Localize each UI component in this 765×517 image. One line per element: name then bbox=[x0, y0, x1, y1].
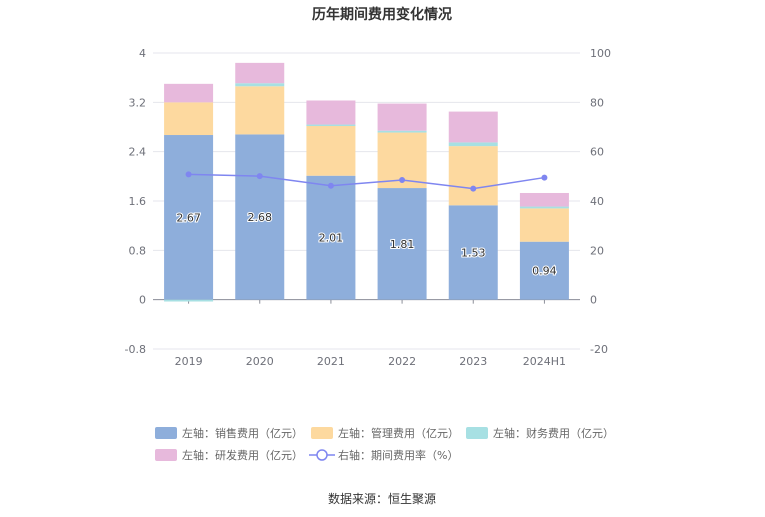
bar-segment bbox=[164, 135, 214, 300]
bar-segment bbox=[306, 124, 356, 127]
rate-line-point bbox=[541, 174, 548, 181]
right-axis-tick-label: -20 bbox=[590, 343, 608, 356]
bar-segment bbox=[377, 103, 427, 131]
bar-segment bbox=[235, 86, 285, 135]
legend-item[interactable]: 右轴：期间费用率（%） bbox=[309, 448, 458, 462]
left-axis-tick-label: 2.4 bbox=[129, 146, 147, 159]
right-axis-tick-label: 0 bbox=[590, 294, 597, 307]
bar-segment bbox=[377, 130, 427, 133]
x-axis-tick-label: 2020 bbox=[246, 355, 274, 368]
bar-segment bbox=[448, 142, 498, 147]
bar-data-label: 2.67 bbox=[176, 211, 201, 224]
bar-segment bbox=[448, 111, 498, 143]
left-axis-tick-label: 4 bbox=[139, 47, 146, 60]
legend-label: 左轴：销售费用（亿元） bbox=[182, 426, 303, 440]
bar-segment bbox=[306, 125, 356, 176]
rate-line-point bbox=[399, 177, 406, 184]
source-note: 数据来源：恒生聚源 bbox=[328, 491, 436, 506]
chart-title: 历年期间费用变化情况 bbox=[312, 6, 452, 23]
legend-label: 左轴：研发费用（亿元） bbox=[182, 448, 303, 462]
bar-segment bbox=[377, 188, 427, 300]
bar-segment bbox=[519, 241, 569, 300]
legend-item[interactable]: 左轴：财务费用（亿元） bbox=[466, 426, 614, 440]
legend-label: 左轴：管理费用（亿元） bbox=[338, 426, 459, 440]
bar-segment bbox=[164, 299, 214, 302]
bar-data-label: 2.68 bbox=[248, 211, 273, 224]
legend-item[interactable]: 左轴：管理费用（亿元） bbox=[311, 426, 459, 440]
legend[interactable]: 左轴：销售费用（亿元） 左轴：管理费用（亿元） 左轴：财务费用（亿元） 左轴：研发费用… bbox=[155, 426, 614, 462]
left-axis-tick-label: -0.8 bbox=[125, 343, 146, 356]
grid bbox=[153, 52, 580, 350]
rate-line bbox=[185, 171, 548, 192]
right-axis-tick-label: 100 bbox=[590, 47, 611, 60]
left-axis-tick-label: 0.8 bbox=[129, 244, 147, 257]
x-axis-tick-label: 2021 bbox=[317, 355, 345, 368]
rate-line-point bbox=[256, 173, 263, 180]
bar-segment bbox=[235, 62, 285, 84]
left-axis-tick-label: 3.2 bbox=[129, 96, 147, 109]
bar-segment bbox=[519, 192, 569, 207]
x-axis-tick-label: 2019 bbox=[175, 355, 203, 368]
bar-data-label: 1.81 bbox=[390, 238, 415, 251]
bar-data-label: 2.01 bbox=[319, 232, 344, 245]
right-axis-tick-label: 60 bbox=[590, 146, 604, 159]
bar-segment bbox=[519, 206, 569, 209]
right-axis-tick-label: 80 bbox=[590, 96, 604, 109]
rate-line-point bbox=[327, 182, 334, 189]
left-axis-tick-label: 0 bbox=[139, 294, 146, 307]
legend-item[interactable]: 左轴：销售费用（亿元） bbox=[155, 426, 303, 440]
bar-data-label: 1.53 bbox=[461, 246, 486, 259]
legend-item[interactable]: 左轴：研发费用（亿元） bbox=[155, 448, 303, 462]
legend-label: 右轴：期间费用率（%） bbox=[338, 448, 458, 462]
legend-swatch bbox=[311, 427, 333, 439]
bar-segment bbox=[164, 83, 214, 103]
x-axis-tick-label: 2023 bbox=[459, 355, 487, 368]
legend-label: 左轴：财务费用（亿元） bbox=[493, 426, 614, 440]
rate-line-point bbox=[470, 185, 477, 192]
bar-segment bbox=[164, 102, 214, 136]
right-axis-tick-label: 20 bbox=[590, 244, 604, 257]
left-axis-tick-label: 1.6 bbox=[129, 195, 147, 208]
rate-line-path bbox=[188, 173, 545, 190]
bar-segment bbox=[448, 205, 498, 300]
rate-line-point bbox=[185, 171, 192, 178]
x-axis-tick-label: 2024H1 bbox=[523, 355, 566, 368]
bar-segment bbox=[448, 146, 498, 206]
legend-marker-swatch bbox=[316, 449, 328, 461]
right-axis-tick-label: 40 bbox=[590, 195, 604, 208]
legend-swatch bbox=[466, 427, 488, 439]
data-labels: 2.67 2.68 2.01 1.81 1.53 0.94 bbox=[175, 210, 557, 279]
bar-segment bbox=[519, 208, 569, 242]
left-axis: -0.8 0 0.8 1.6 2.4 3.2 4 bbox=[125, 47, 146, 356]
legend-swatch bbox=[155, 449, 177, 461]
bar-segment bbox=[235, 134, 285, 300]
bar-segment bbox=[306, 175, 356, 300]
bars bbox=[164, 62, 569, 302]
legend-swatch bbox=[155, 427, 177, 439]
bar-segment bbox=[235, 83, 285, 87]
bar-data-label: 0.94 bbox=[532, 265, 557, 278]
bar-segment bbox=[306, 100, 356, 125]
x-axis: 2019 2020 2021 2022 2023 2024H1 bbox=[175, 299, 566, 368]
x-axis-tick-label: 2022 bbox=[388, 355, 416, 368]
right-axis: -20 0 20 40 60 80 100 bbox=[590, 47, 611, 356]
